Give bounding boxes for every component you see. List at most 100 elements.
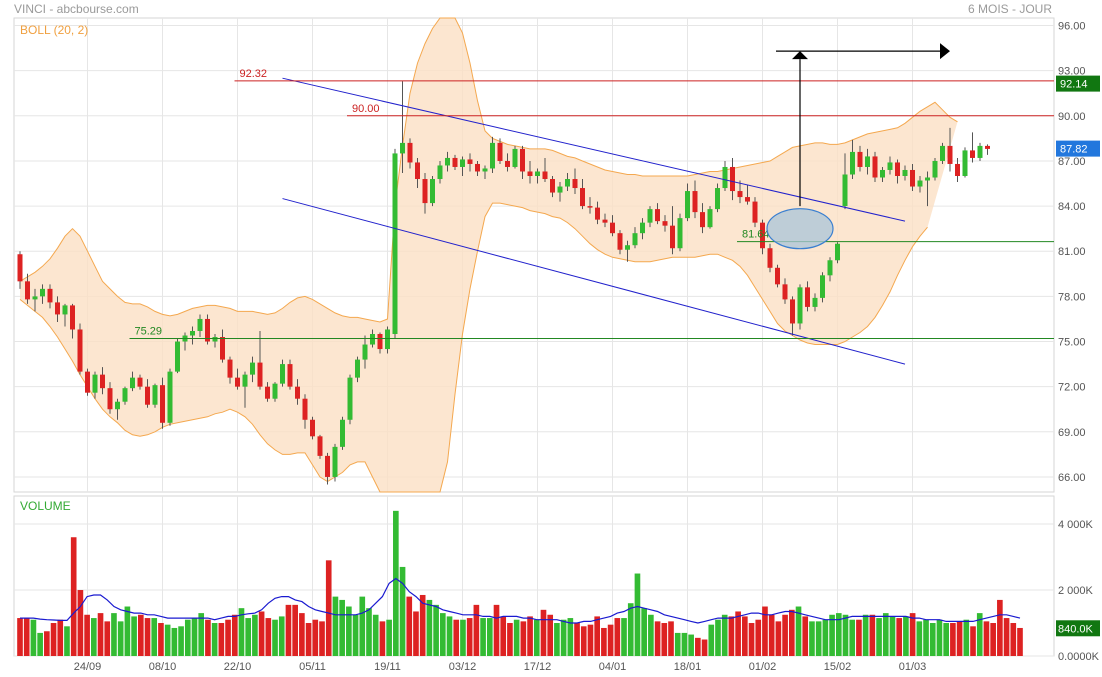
volume-bar [762, 606, 768, 656]
volume-bar [668, 621, 674, 656]
volume-tick-label: 2 000K [1058, 585, 1094, 597]
volume-bar [856, 619, 862, 656]
candle-body [400, 142, 405, 154]
candle-body [595, 207, 600, 220]
volume-bar [393, 510, 399, 656]
candle-body [910, 169, 915, 187]
candle-body [872, 156, 878, 178]
candle-body [332, 446, 338, 477]
price-tick-label: 96.00 [1058, 21, 1086, 33]
candle-body [212, 337, 218, 342]
volume-bar [117, 621, 124, 656]
candle-body [407, 142, 413, 163]
volume-bar [191, 618, 198, 656]
candle-body [280, 364, 285, 384]
volume-bar [305, 623, 312, 656]
volume-bar [950, 623, 956, 656]
candle-body [475, 163, 480, 172]
period-label: 6 MOIS - JOUR [968, 2, 1052, 16]
volume-bar [775, 621, 782, 656]
last-volume-tag-label: 840.0K [1058, 623, 1094, 635]
volume-bar [728, 616, 735, 656]
candle-body [482, 168, 488, 172]
candle-body [842, 174, 848, 207]
volume-bar [742, 616, 748, 656]
candle-body [452, 157, 458, 167]
candle-body [347, 377, 353, 420]
date-axis: 24/09 08/10 22/10 05/11 19/11 03/12 17/12 04/01… [74, 661, 927, 673]
candle-body [565, 179, 570, 187]
date-tick-label: 03/12 [449, 661, 477, 673]
volume-tick-label: 4 000K [1058, 519, 1094, 531]
volume-bar [225, 619, 231, 656]
volume-bar [352, 614, 359, 656]
price-tick-label: 90.00 [1058, 111, 1086, 123]
volume-bar [460, 619, 466, 656]
volume-bar [50, 623, 57, 656]
volume-bar [842, 614, 849, 656]
candle-body [805, 287, 810, 307]
candle-body [662, 221, 668, 226]
volume-bar [802, 616, 809, 656]
candle-body [437, 165, 443, 180]
volume-bar [97, 613, 104, 656]
candle-body [145, 386, 150, 405]
volume-bar [849, 619, 856, 656]
price-tick-label: 84.00 [1058, 201, 1086, 213]
candle-body [722, 166, 728, 189]
date-tick-label: 01/03 [899, 661, 927, 673]
candle-body [197, 318, 203, 331]
candle-body [527, 171, 533, 176]
volume-bar [533, 619, 540, 656]
volume-bar [648, 614, 654, 656]
volume-bar [594, 616, 600, 656]
date-tick-label: 18/01 [674, 661, 702, 673]
target-arrow-head [792, 51, 808, 60]
candle-body [542, 171, 548, 180]
candle-body [415, 162, 420, 180]
volume-bar [829, 614, 835, 656]
candle-body [497, 142, 503, 161]
volume-bar [346, 606, 352, 656]
price-tick-label: 69.00 [1058, 427, 1086, 439]
trend-channel-line [282, 198, 906, 365]
volume-bar [44, 631, 50, 656]
candle-body [790, 299, 795, 324]
candle-body [47, 288, 53, 303]
candle-body [895, 162, 900, 176]
volume-bar [903, 616, 909, 656]
date-tick-label: 04/01 [599, 661, 627, 673]
price-tick-label: 72.00 [1058, 382, 1086, 394]
volume-bar [17, 618, 23, 656]
volume-bar [440, 613, 446, 656]
volume-bar [37, 632, 43, 656]
candle-body [925, 177, 930, 181]
volume-bar [453, 619, 460, 656]
candle-body [40, 288, 45, 297]
volume-bar [184, 619, 191, 656]
volume-bar [312, 619, 319, 656]
volume-bar [661, 623, 668, 656]
candle-body [302, 398, 308, 420]
candle-body [70, 305, 75, 330]
volume-bar [788, 609, 795, 656]
volume-bar [755, 619, 762, 656]
volume-bar [923, 619, 929, 656]
candle-body [760, 222, 765, 249]
candle-body [167, 371, 173, 423]
volume-bar [104, 621, 111, 656]
volume-bar [936, 619, 943, 656]
candle-body [647, 209, 653, 223]
candle-body [880, 169, 885, 178]
volume-bar [426, 599, 433, 656]
volume-bar [627, 603, 634, 656]
top-price-tag-label: 92.14 [1060, 79, 1088, 91]
date-tick-label: 15/02 [824, 661, 852, 673]
volume-bar [265, 618, 272, 656]
volume-bar [916, 621, 923, 656]
candle-body [640, 222, 645, 234]
candle-body [865, 156, 870, 167]
candle-body [205, 318, 210, 342]
price-axis: 96.00 93.00 90.00 87.00 84.00 81.00 78.00 75.00… [1056, 21, 1100, 484]
